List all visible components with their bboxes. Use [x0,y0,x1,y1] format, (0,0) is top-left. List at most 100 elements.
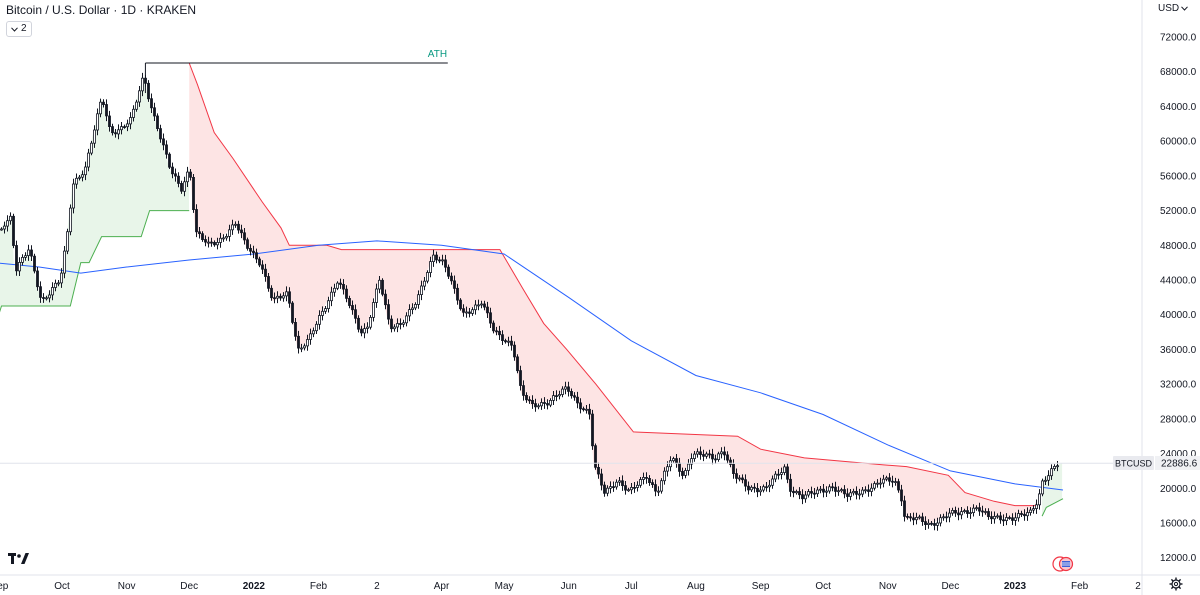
candle-body [612,486,615,489]
price-axis[interactable]: 12000.0 16000.0 20000.0 24000.0 28000.0 32000… [1141,0,1197,595]
candle-body [759,489,762,493]
candle-body [285,291,288,297]
candle-body [624,485,627,491]
candle-body [663,470,666,482]
candle-body [558,394,561,397]
candle-body [792,490,795,494]
candle-body [678,462,681,472]
candle-body [243,232,246,241]
candle-body [204,239,207,243]
candle-body [528,399,531,402]
candle-body [936,522,939,526]
candle-body [945,516,948,519]
candle-body [768,484,771,488]
moving-average-line[interactable] [0,240,1064,491]
candle-body [972,507,975,514]
bull-band-line-2023[interactable] [1041,498,1064,517]
candle-body [606,487,609,494]
candle-body [180,182,183,192]
candle-body [627,489,630,492]
candle-body [33,255,36,272]
time-axis[interactable]: Sep Oct Nov Dec 2022 Feb 2 Apr May Jun Jul Aug Sep Oc… [0,574,1200,592]
candle-body [933,523,936,526]
candle-body [264,268,267,277]
candle-body [735,473,738,479]
candle-body [489,312,492,324]
currency-dropdown[interactable]: USD [1158,3,1188,14]
candle-body [723,451,726,456]
tradingview-logo-icon[interactable] [8,552,30,566]
candle-body [186,171,189,183]
candle-body [378,279,381,290]
candle-body [873,483,876,489]
candle-body [24,255,27,258]
candle-body [783,466,786,473]
x-tick-label: 2022 [243,581,266,592]
candle-body [504,340,507,343]
symbol-title[interactable]: Bitcoin / U.S. Dollar · 1D · KRAKEN [6,3,197,17]
candle-body [462,308,465,313]
candle-body [786,466,789,480]
candle-body [330,291,333,302]
candle-body [693,453,696,460]
candle-body [666,466,669,472]
bull-fill-2023 [1042,463,1063,517]
candle-body [732,463,735,474]
bull-band-line[interactable] [0,210,190,333]
price-badge: BTCUSD 22886.6 [1113,456,1200,470]
candle-body [375,288,378,303]
candle-body [588,408,591,415]
us-flag-icon[interactable] [1052,556,1074,572]
candle-body [369,316,372,328]
candle-body [618,480,621,483]
candle-body [762,486,765,491]
candle-body [312,330,315,335]
candle-body [171,166,174,175]
candle-body [684,470,687,476]
candle-body [750,486,753,491]
candle-body [813,492,816,495]
candle-body [702,454,705,457]
candle-body [1044,479,1047,482]
candle-body [966,510,969,514]
candle-body [303,345,306,349]
candle-body [348,297,351,306]
candle-body [939,517,942,524]
candle-body [894,481,897,484]
candle-body [564,386,567,390]
candle-body [189,171,192,178]
candle-body [660,480,663,492]
candle-body [183,181,186,192]
gear-icon[interactable] [1169,577,1183,591]
candle-body [999,515,1002,521]
candle-body [366,326,369,329]
candle-body [717,453,720,460]
candle-body [1038,493,1041,506]
candle-body [981,510,984,513]
candle-body [252,250,255,254]
candle-body [498,330,501,336]
y-tick-label: 12000.0 [1160,553,1197,564]
candle-body [501,334,504,342]
candle-body [222,237,225,240]
candle-body [105,104,108,117]
candle-body [585,408,588,411]
candle-body [465,311,468,314]
candle-body [852,490,855,494]
candle-body [1047,475,1050,481]
candle-body [1053,465,1056,469]
candle-body [354,309,357,319]
y-tick-label: 44000.0 [1160,276,1197,287]
candle-body [255,252,258,260]
candle-body [582,408,585,411]
ath-label: ATH [428,49,447,60]
candle-body [681,470,684,476]
indicator-toggle-button[interactable]: 2 [6,21,32,37]
bear-band-line[interactable] [188,62,1038,507]
chevron-down-icon [1181,6,1188,11]
candle-body [1023,513,1026,517]
candle-body [1035,504,1038,509]
candle-body [27,249,30,256]
